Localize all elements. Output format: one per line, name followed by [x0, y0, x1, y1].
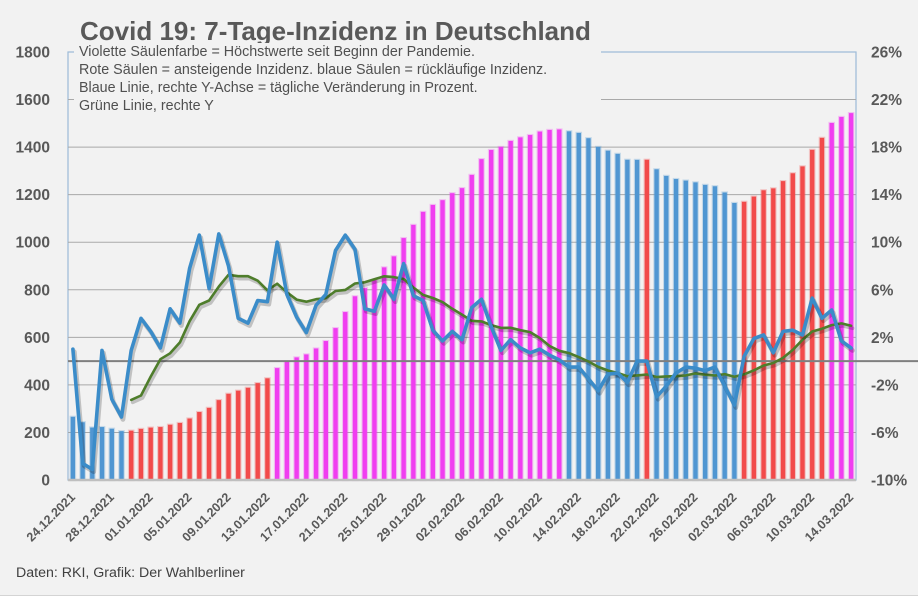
bar: [497, 145, 505, 482]
bar: [847, 112, 855, 482]
y-left-tick-label: 1200: [16, 187, 50, 204]
bar: [419, 210, 427, 482]
chart-title: Covid 19: 7-Tage-Inzidenz in Deutschland: [80, 16, 591, 46]
bar: [196, 410, 203, 482]
y-left-tick-label: 0: [41, 473, 50, 490]
bar: [332, 327, 339, 482]
bar: [517, 136, 524, 482]
chart-note: Grüne Linie, rechte Y: [79, 98, 214, 114]
bar: [624, 158, 631, 482]
x-axis: 24.12.202128.12.202101.01.202205.01.2022…: [24, 490, 856, 544]
line-series: [71, 232, 855, 475]
bar: [838, 115, 845, 482]
y-right-tick-label: 10%: [871, 235, 902, 252]
bar: [225, 392, 232, 482]
y-left-tick-label: 200: [24, 425, 50, 442]
bar: [205, 406, 213, 482]
bar: [351, 295, 359, 482]
bar: [682, 179, 690, 482]
chart-note: Violette Säulenfarbe = Höchstwerte seit …: [79, 44, 475, 60]
bar: [429, 203, 437, 482]
bar: [614, 152, 621, 482]
bar: [166, 423, 174, 482]
bar: [770, 187, 777, 482]
y-left-tick-label: 1000: [16, 235, 50, 252]
y-right-tick-label: 2%: [871, 330, 894, 347]
bar: [157, 425, 164, 482]
bar: [264, 377, 271, 482]
bar: [215, 399, 223, 482]
bar: [478, 158, 485, 482]
bar: [633, 158, 641, 482]
y-left-tick-label: 400: [24, 377, 50, 394]
chart-notes-box: Violette Säulenfarbe = Höchstwerte seit …: [74, 43, 601, 115]
bar: [662, 174, 670, 482]
bar: [585, 137, 592, 482]
bar: [283, 360, 291, 482]
bar: [740, 200, 748, 482]
bar: [361, 287, 369, 482]
bar: [692, 181, 699, 482]
y-left-tick-label: 1600: [16, 92, 50, 109]
y-right-tick-label: 14%: [871, 187, 902, 204]
bar: [186, 417, 193, 482]
bar: [818, 136, 826, 482]
bar: [147, 426, 154, 482]
bar: [69, 415, 77, 482]
bar: [127, 429, 135, 482]
bar: [234, 389, 242, 482]
bar: [176, 421, 184, 482]
bar: [244, 386, 252, 482]
bar: [273, 367, 281, 482]
bar: [789, 172, 797, 482]
bar: [98, 425, 106, 482]
bar: [643, 158, 651, 482]
bar: [653, 168, 660, 482]
chart-note: Blaue Linie, rechte Y-Achse = tägliche V…: [79, 80, 478, 96]
y-right-tick-label: -6%: [871, 425, 899, 442]
blue-daily-change-line: [71, 232, 853, 472]
bar: [118, 430, 125, 482]
bar: [575, 131, 583, 482]
y-right-tick-label: 26%: [871, 45, 902, 62]
y-left-tick-label: 600: [24, 330, 50, 347]
chart-note: Rote Säulen = ansteigende Inzidenz. blau…: [79, 62, 548, 78]
bar: [604, 149, 612, 482]
source-credit: Daten: RKI, Grafik: Der Wahlberliner: [16, 565, 245, 581]
y-right-tick-label: 6%: [871, 282, 894, 299]
bar: [137, 427, 145, 482]
bar: [555, 128, 563, 482]
bar: [312, 347, 320, 482]
bar: [711, 185, 719, 482]
bar: [254, 382, 262, 482]
y-axis-left: 0 200 400 600 800 1000 1200 1400 1600 1800: [16, 45, 50, 490]
bar: [731, 201, 738, 482]
y-axis-right: -10% -6% -2% 2% 6% 10% 14% 18% 22% 26%: [871, 45, 907, 490]
bar: [536, 130, 544, 482]
y-left-tick-label: 1800: [16, 45, 50, 62]
bar: [108, 427, 116, 482]
bar: [303, 353, 310, 482]
bar: [546, 128, 553, 482]
y-left-tick-label: 800: [24, 282, 50, 299]
bar: [672, 177, 680, 482]
bar: [526, 133, 534, 482]
y-right-tick-label: 18%: [871, 140, 902, 157]
bar: [410, 223, 417, 482]
y-left-tick-label: 1400: [16, 140, 50, 157]
bar: [701, 183, 709, 482]
bar: [507, 139, 514, 482]
bar: [565, 130, 573, 482]
y-right-tick-label: -2%: [871, 377, 899, 394]
bar: [721, 191, 728, 482]
bar: [594, 145, 602, 482]
bar: [341, 310, 349, 482]
bar: [293, 356, 300, 482]
y-right-tick-label: 22%: [871, 92, 902, 109]
bar: [828, 121, 835, 482]
y-right-tick-label: -10%: [871, 473, 907, 490]
